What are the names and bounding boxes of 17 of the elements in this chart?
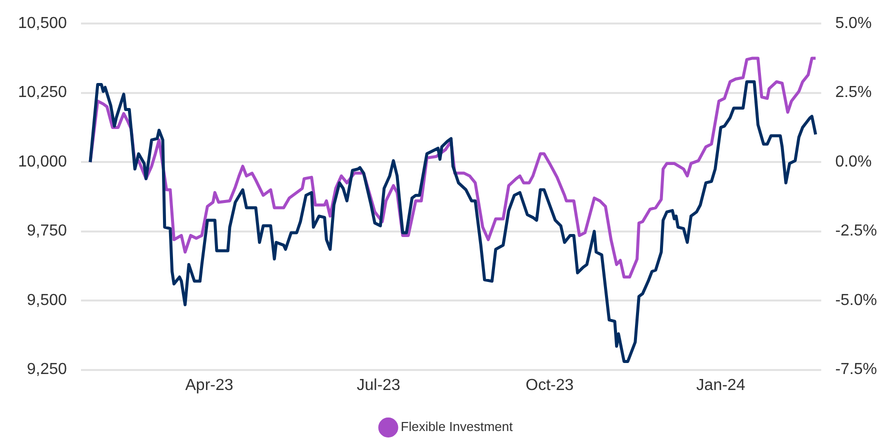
y-tick-label: 10,250 xyxy=(18,84,68,102)
x-tick-label: Jan-24 xyxy=(696,376,746,394)
y2-tick-label: 2.5% xyxy=(835,84,872,102)
x-tick-label: Jul-23 xyxy=(356,376,400,394)
y-tick-label: 9,250 xyxy=(26,361,68,378)
x-tick-label: Oct-23 xyxy=(526,376,574,394)
y2-tick-label: 5.0% xyxy=(835,15,872,32)
x-tick-label: Apr-23 xyxy=(185,376,234,394)
legend-label: Flexible Investment xyxy=(400,419,514,434)
y2-tick-label: -2.5% xyxy=(835,222,877,240)
y2-tick-label: -7.5% xyxy=(835,361,877,378)
y-tick-label: 10,000 xyxy=(18,153,68,170)
y-tick-label: 9,750 xyxy=(26,222,68,240)
y-tick-label: 10,500 xyxy=(18,15,68,32)
y-tick-label: 9,500 xyxy=(26,292,68,309)
y2-tick-label: -5.0% xyxy=(835,292,877,309)
y2-tick-label: 0.0% xyxy=(835,153,872,170)
